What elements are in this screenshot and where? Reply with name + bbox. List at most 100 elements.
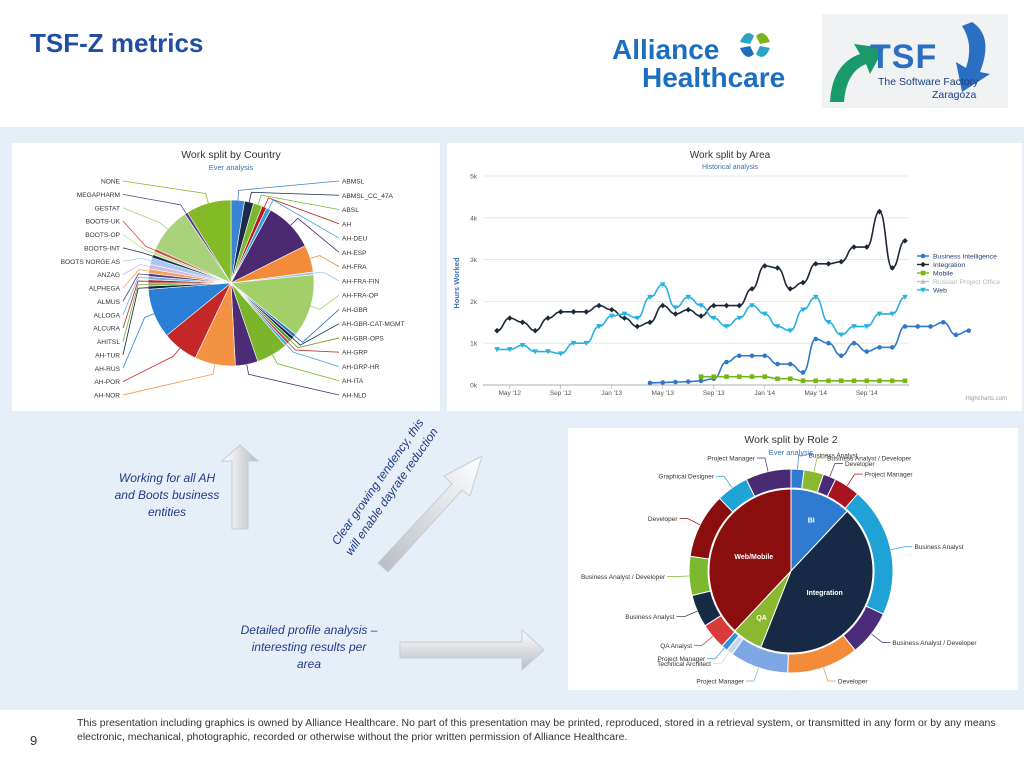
data-point (608, 306, 615, 313)
sunburst-connector (667, 575, 690, 577)
data-point (915, 324, 921, 329)
pie-connector (122, 257, 152, 262)
sunburst-outer-label: Project Manager (696, 678, 745, 685)
sunburst-outer-label: Developer (648, 516, 678, 523)
data-point (698, 303, 704, 309)
data-point (813, 378, 819, 384)
cross-emblem-icon (740, 33, 770, 57)
pie-label: AHITSL (97, 339, 120, 346)
data-point (698, 313, 704, 319)
pie-label: AH-POR (94, 379, 120, 386)
data-point (672, 311, 679, 317)
sunburst-inner-label: QA (756, 615, 767, 622)
sunburst-connector (813, 457, 826, 472)
data-point (608, 313, 615, 319)
legend-label: Integration (933, 262, 965, 269)
data-point (864, 349, 870, 354)
data-point (634, 323, 641, 330)
data-point (851, 378, 857, 384)
sunburst-outer-slice (745, 468, 792, 498)
sunburst-outer-label: Business Analyst (809, 453, 858, 460)
pie-label: ANZAG (97, 272, 120, 279)
data-point (762, 374, 768, 379)
data-point (775, 361, 780, 367)
pie-connector (122, 220, 155, 251)
tsf-logo-line2: Zaragoza (932, 89, 977, 101)
sunburst-connector (829, 463, 843, 477)
data-point (583, 340, 590, 346)
data-point (557, 309, 564, 315)
data-point (532, 327, 539, 334)
data-point (775, 376, 780, 382)
tsf-arrows-icon (830, 22, 990, 102)
pie-label: BOOTS-UK (86, 219, 121, 226)
data-point (532, 349, 539, 355)
sunburst-connector (716, 475, 733, 488)
data-point (940, 320, 946, 325)
data-point (736, 302, 743, 309)
y-tick-label: 0k (470, 383, 478, 390)
pie-connector (122, 193, 187, 214)
sunburst-outer-label: Business Analyst (914, 544, 963, 551)
pie-label: ABMSL (342, 179, 365, 186)
pie-slice (187, 199, 232, 285)
data-point (736, 315, 743, 321)
data-point (800, 370, 806, 375)
data-point (920, 278, 926, 284)
data-point (557, 351, 564, 357)
pie-connector (286, 344, 340, 367)
pie-connector (313, 271, 340, 282)
pie-connector (246, 364, 340, 396)
data-point (774, 324, 781, 330)
y-tick-label: 2k (470, 299, 478, 306)
data-point (787, 286, 794, 292)
data-point (659, 302, 666, 309)
sunburst-outer-label: Business Analyst (625, 614, 674, 621)
y-tick-label: 5k (470, 174, 478, 181)
pie-connector (248, 191, 340, 203)
sunburst-outer-label: Project Manager (707, 455, 756, 462)
chart-subtitle: Ever analysis (209, 163, 254, 172)
tsf-logo-line1: The Software Factory (878, 76, 979, 88)
profile-note: Detailed profile analysis – interesting … (240, 623, 378, 671)
pie-connector (290, 337, 340, 349)
pie-label: ALLOGA (94, 312, 121, 319)
data-point (659, 282, 666, 288)
data-point (902, 294, 908, 301)
pie-label: ABSL (342, 207, 359, 214)
data-point (889, 311, 896, 317)
sunburst-connector (846, 473, 863, 487)
sunburst-outer-label: Business Analyst / Developer (581, 574, 666, 581)
data-point (920, 253, 926, 259)
sunburst-connector (797, 454, 807, 470)
data-point (685, 294, 692, 301)
sunburst-connector (823, 667, 836, 682)
data-point (800, 279, 806, 286)
chart-title: Work split by Role 2 (744, 434, 837, 446)
legend-label: Web (933, 288, 947, 295)
sunburst-outer-label: Business Analyst / Developer (827, 455, 912, 462)
data-point (494, 347, 500, 353)
sunburst-connector (713, 652, 730, 664)
page-title: TSF-Z metrics (30, 28, 204, 58)
pie-connector (122, 207, 168, 230)
data-point (545, 349, 551, 355)
sunburst-outer-label: Graphical Designer (658, 474, 714, 481)
x-tick-label: May '13 (651, 390, 674, 397)
data-point (813, 336, 819, 342)
data-point (966, 328, 972, 333)
pie-connector (122, 273, 149, 302)
data-point (685, 379, 691, 384)
data-point (851, 244, 857, 250)
page-number: 9 (30, 733, 38, 748)
y-tick-label: 1k (470, 341, 478, 348)
data-point (647, 294, 653, 301)
diagonal-arrow-icon (377, 455, 483, 573)
alliance-logo-line2: Healthcare (642, 62, 786, 93)
pie-label: AH-GRP-HR (342, 364, 380, 371)
data-point (928, 324, 933, 329)
data-point (596, 302, 602, 309)
data-point (825, 260, 832, 267)
x-tick-label: Jan '13 (601, 390, 622, 397)
data-point (519, 319, 526, 326)
